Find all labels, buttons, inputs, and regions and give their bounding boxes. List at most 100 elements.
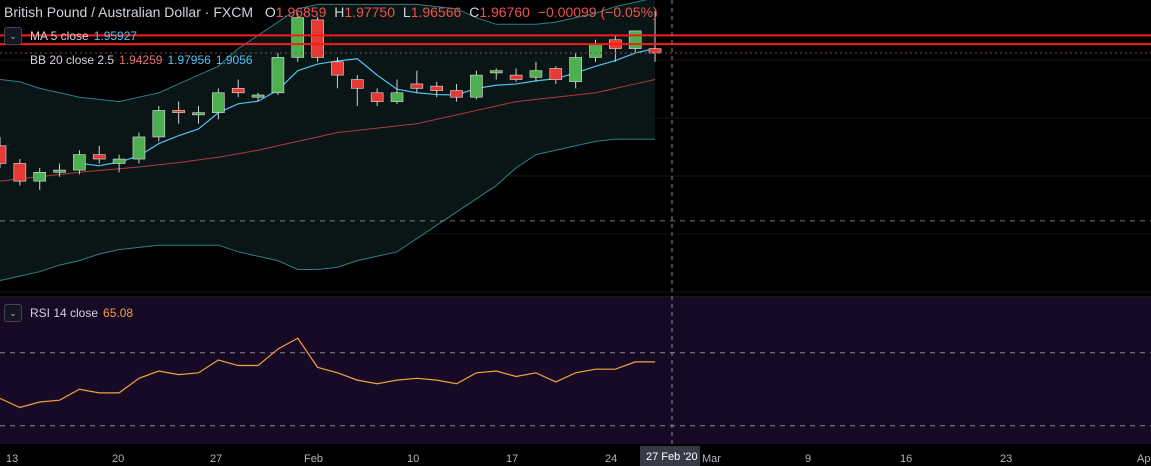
candle bbox=[549, 66, 563, 84]
candle bbox=[529, 61, 543, 82]
x-label: Mar bbox=[702, 453, 721, 465]
bb-basis-line bbox=[0, 79, 656, 182]
candle-body bbox=[489, 70, 503, 74]
bb-value-basis: 1.94259 bbox=[119, 53, 163, 67]
candle-body bbox=[589, 43, 602, 58]
bb-value-upper: 1.97956 bbox=[167, 53, 211, 67]
candle-body bbox=[350, 79, 364, 89]
ma-value: 1.95927 bbox=[93, 29, 138, 43]
candle-body bbox=[430, 85, 444, 91]
candle bbox=[470, 70, 483, 100]
x-label: 9 bbox=[805, 453, 811, 465]
x-label: Feb bbox=[304, 453, 323, 465]
candle bbox=[251, 92, 265, 102]
bb-value-lower: 1.9056 bbox=[215, 53, 253, 67]
collapse-chevron-icon[interactable]: ⌄ bbox=[4, 27, 22, 45]
candle bbox=[350, 75, 364, 107]
candle-body bbox=[212, 92, 225, 113]
candle bbox=[73, 150, 86, 175]
close-value: 1.96760 bbox=[479, 4, 530, 20]
candle-body bbox=[73, 154, 86, 171]
candle bbox=[370, 88, 384, 107]
candle-body bbox=[53, 169, 66, 173]
price-levels bbox=[0, 34, 1151, 222]
x-label: 20 bbox=[112, 453, 124, 465]
candle bbox=[33, 167, 47, 190]
candle bbox=[311, 16, 324, 62]
candle-body bbox=[251, 94, 265, 98]
candle-body bbox=[569, 57, 582, 83]
rsi-background bbox=[0, 298, 1151, 444]
collapse-chevron-icon[interactable]: ⌄ bbox=[4, 304, 22, 322]
candle bbox=[13, 159, 27, 186]
candle-body bbox=[648, 48, 662, 54]
x-label: 27 bbox=[210, 453, 222, 465]
candle-body bbox=[509, 74, 523, 80]
candle bbox=[291, 13, 305, 62]
candle bbox=[450, 83, 463, 102]
rsi-pane bbox=[0, 0, 1151, 446]
candle-body bbox=[628, 30, 642, 49]
x-label: 17 bbox=[506, 453, 518, 465]
close-label: C bbox=[469, 4, 480, 20]
candle-body bbox=[410, 83, 424, 89]
candle-body bbox=[450, 90, 463, 98]
candle bbox=[569, 53, 582, 89]
x-label: 24 bbox=[605, 453, 617, 465]
candle bbox=[390, 79, 404, 104]
candle bbox=[192, 106, 205, 124]
candle bbox=[410, 70, 424, 93]
candle bbox=[212, 88, 225, 120]
crosshair-date-box bbox=[640, 446, 700, 466]
candle bbox=[489, 68, 503, 80]
rsi-value: 65.08 bbox=[103, 306, 134, 320]
candle-body bbox=[271, 57, 285, 94]
ma-name: MA 5 close bbox=[30, 29, 89, 43]
candle-body bbox=[92, 154, 106, 160]
candle-body bbox=[132, 136, 146, 160]
change-value: −0.00099 (−0.05%) bbox=[537, 4, 658, 20]
x-label: Ap bbox=[1137, 453, 1150, 465]
candle bbox=[231, 79, 245, 98]
candle-body bbox=[33, 171, 47, 182]
candle-body bbox=[311, 19, 324, 58]
candle bbox=[152, 106, 166, 142]
low-label: L bbox=[402, 4, 411, 20]
candle-body bbox=[331, 61, 344, 76]
candle-body bbox=[291, 17, 305, 58]
ma-legend: ⌄ MA 5 close 1.95927 bbox=[4, 27, 142, 45]
candles bbox=[0, 11, 662, 190]
x-axis: 13 20 27 Feb 10 17 24 Mar 9 16 23 Ap 27 … bbox=[6, 446, 1150, 466]
candle bbox=[53, 163, 66, 177]
open-value: 1.96859 bbox=[275, 4, 327, 20]
candle-body bbox=[0, 145, 7, 164]
candle-body bbox=[529, 70, 543, 78]
crosshair-date-label: 27 Feb '20 bbox=[646, 451, 698, 463]
bb-upper-line bbox=[0, 0, 648, 103]
x-label: 13 bbox=[6, 453, 18, 465]
bb-lower-line bbox=[0, 138, 656, 282]
candle bbox=[92, 145, 106, 164]
rsi-line bbox=[0, 337, 656, 409]
candle bbox=[132, 132, 146, 164]
candle-body bbox=[13, 163, 27, 182]
bb-legend: BB 20 close 2.5 1.94259 1.97956 1.9056 bbox=[4, 51, 258, 69]
rsi-legend: ⌄ RSI 14 close 65.08 bbox=[4, 304, 138, 322]
candle-body bbox=[470, 74, 483, 98]
high-label: H bbox=[334, 4, 345, 20]
symbol-title: British Pound / Australian Dollar · FXCM bbox=[4, 4, 253, 20]
candle bbox=[0, 136, 7, 168]
x-label: 23 bbox=[1000, 453, 1012, 465]
candle-body bbox=[152, 110, 166, 138]
bb-name: BB 20 close 2.5 bbox=[30, 53, 115, 67]
chart-background bbox=[0, 0, 1151, 298]
open-label: O bbox=[264, 4, 276, 20]
high-value: 1.97750 bbox=[344, 4, 395, 20]
candle-body bbox=[172, 110, 185, 113]
bollinger-band-fill bbox=[0, 0, 656, 281]
candle-body bbox=[231, 88, 245, 94]
candle bbox=[331, 57, 344, 89]
candle-body bbox=[192, 112, 205, 116]
candle bbox=[430, 81, 444, 98]
